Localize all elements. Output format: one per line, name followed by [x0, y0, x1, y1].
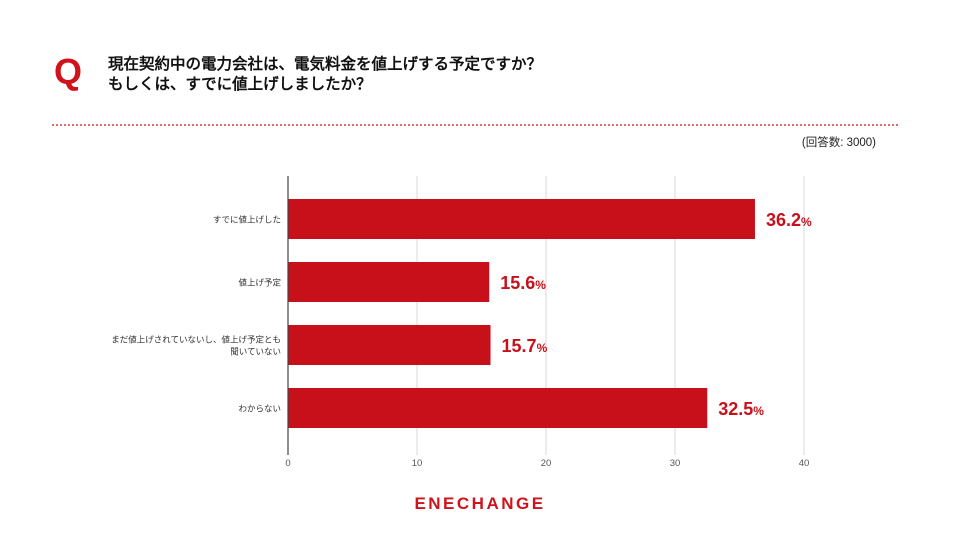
category-label: すでに値上げした: [213, 215, 281, 226]
x-tick-label: 10: [412, 458, 423, 469]
value-label: 15.7%: [502, 336, 548, 356]
question-mark-label: Q: [54, 51, 83, 92]
respondent-count: (回答数: 3000): [801, 137, 876, 149]
bar: [288, 388, 708, 428]
value-label: 15.6%: [500, 273, 546, 293]
value-label: 32.5%: [718, 399, 764, 419]
category-label: 聞いていない: [230, 348, 281, 358]
category-label: わからない: [238, 405, 281, 415]
category-label: まだ値上げされていないし、値上げ予定とも: [111, 335, 281, 346]
bar: [288, 199, 755, 239]
value-label: 36.2%: [766, 210, 812, 230]
dotted-divider: [52, 124, 898, 126]
question-text: 現在契約中の電力会社は、電気料金を値上げする予定ですか？ もしくは、すでに値上げ…: [108, 54, 868, 94]
bar: [288, 262, 490, 302]
x-tick-label: 40: [799, 458, 810, 469]
category-label: 値上げ予定: [238, 278, 281, 289]
bar: [288, 325, 491, 365]
question-line-1: 現在契約中の電力会社は、電気料金を値上げする予定ですか？: [108, 55, 543, 73]
question-line-2: もしくは、すでに値上げしましたか？: [108, 75, 372, 93]
x-tick-label: 30: [670, 458, 681, 469]
x-tick-label: 0: [285, 458, 290, 469]
x-tick-label: 20: [541, 458, 552, 469]
enechange-logo: ENECHANGE: [414, 494, 546, 513]
